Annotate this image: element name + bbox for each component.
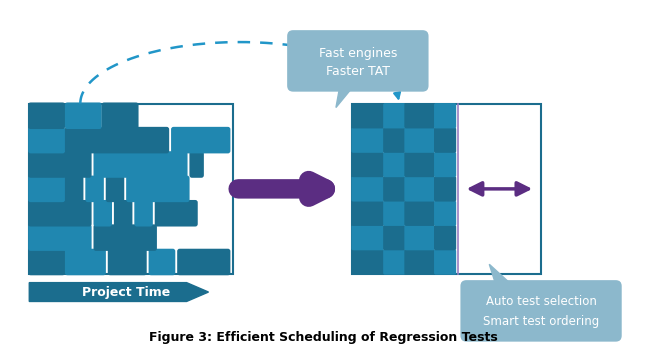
- FancyBboxPatch shape: [404, 152, 435, 177]
- FancyBboxPatch shape: [28, 151, 92, 178]
- FancyBboxPatch shape: [383, 225, 406, 250]
- FancyArrow shape: [29, 282, 208, 302]
- FancyBboxPatch shape: [434, 103, 456, 128]
- FancyBboxPatch shape: [434, 249, 456, 275]
- FancyBboxPatch shape: [135, 200, 153, 227]
- FancyBboxPatch shape: [65, 176, 83, 202]
- FancyBboxPatch shape: [351, 249, 384, 275]
- FancyBboxPatch shape: [149, 249, 175, 275]
- FancyBboxPatch shape: [383, 201, 406, 226]
- FancyBboxPatch shape: [287, 30, 428, 92]
- FancyBboxPatch shape: [29, 103, 234, 274]
- FancyBboxPatch shape: [177, 249, 230, 275]
- FancyBboxPatch shape: [65, 127, 169, 153]
- FancyBboxPatch shape: [65, 102, 102, 129]
- FancyBboxPatch shape: [94, 225, 157, 251]
- FancyBboxPatch shape: [351, 152, 384, 177]
- Text: Fast engines: Fast engines: [319, 47, 397, 60]
- FancyBboxPatch shape: [461, 280, 622, 342]
- FancyBboxPatch shape: [28, 200, 92, 227]
- FancyBboxPatch shape: [28, 176, 65, 202]
- FancyBboxPatch shape: [28, 225, 92, 251]
- FancyBboxPatch shape: [383, 176, 406, 202]
- FancyBboxPatch shape: [383, 152, 406, 177]
- Text: Smart test ordering: Smart test ordering: [483, 315, 599, 328]
- FancyBboxPatch shape: [190, 151, 204, 178]
- FancyBboxPatch shape: [28, 249, 65, 275]
- Text: Faster TAT: Faster TAT: [326, 65, 390, 78]
- FancyBboxPatch shape: [114, 200, 133, 227]
- FancyBboxPatch shape: [404, 103, 435, 128]
- FancyBboxPatch shape: [383, 127, 406, 153]
- Text: Figure 3: Efficient Scheduling of Regression Tests: Figure 3: Efficient Scheduling of Regres…: [149, 331, 498, 344]
- FancyBboxPatch shape: [383, 103, 406, 128]
- FancyBboxPatch shape: [351, 225, 384, 250]
- FancyBboxPatch shape: [94, 200, 112, 227]
- FancyBboxPatch shape: [404, 127, 435, 153]
- FancyBboxPatch shape: [404, 225, 435, 250]
- FancyBboxPatch shape: [65, 249, 106, 275]
- FancyBboxPatch shape: [108, 249, 147, 275]
- FancyBboxPatch shape: [351, 176, 384, 202]
- Polygon shape: [489, 264, 513, 286]
- FancyBboxPatch shape: [383, 249, 406, 275]
- FancyBboxPatch shape: [351, 127, 384, 153]
- FancyBboxPatch shape: [28, 127, 65, 153]
- Text: Project Time: Project Time: [82, 286, 170, 298]
- FancyBboxPatch shape: [155, 200, 198, 227]
- FancyBboxPatch shape: [404, 201, 435, 226]
- FancyBboxPatch shape: [434, 201, 456, 226]
- FancyBboxPatch shape: [102, 102, 138, 129]
- FancyBboxPatch shape: [352, 103, 541, 274]
- FancyBboxPatch shape: [85, 176, 104, 202]
- FancyBboxPatch shape: [404, 176, 435, 202]
- Text: Auto test selection: Auto test selection: [486, 295, 597, 308]
- FancyBboxPatch shape: [434, 225, 456, 250]
- FancyBboxPatch shape: [94, 151, 188, 178]
- FancyBboxPatch shape: [434, 176, 456, 202]
- FancyBboxPatch shape: [434, 152, 456, 177]
- FancyBboxPatch shape: [28, 102, 65, 129]
- FancyBboxPatch shape: [434, 127, 456, 153]
- FancyBboxPatch shape: [404, 249, 435, 275]
- FancyBboxPatch shape: [126, 176, 190, 202]
- FancyBboxPatch shape: [351, 103, 384, 128]
- FancyBboxPatch shape: [351, 201, 384, 226]
- Polygon shape: [336, 86, 354, 108]
- FancyBboxPatch shape: [171, 127, 230, 153]
- FancyBboxPatch shape: [105, 176, 124, 202]
